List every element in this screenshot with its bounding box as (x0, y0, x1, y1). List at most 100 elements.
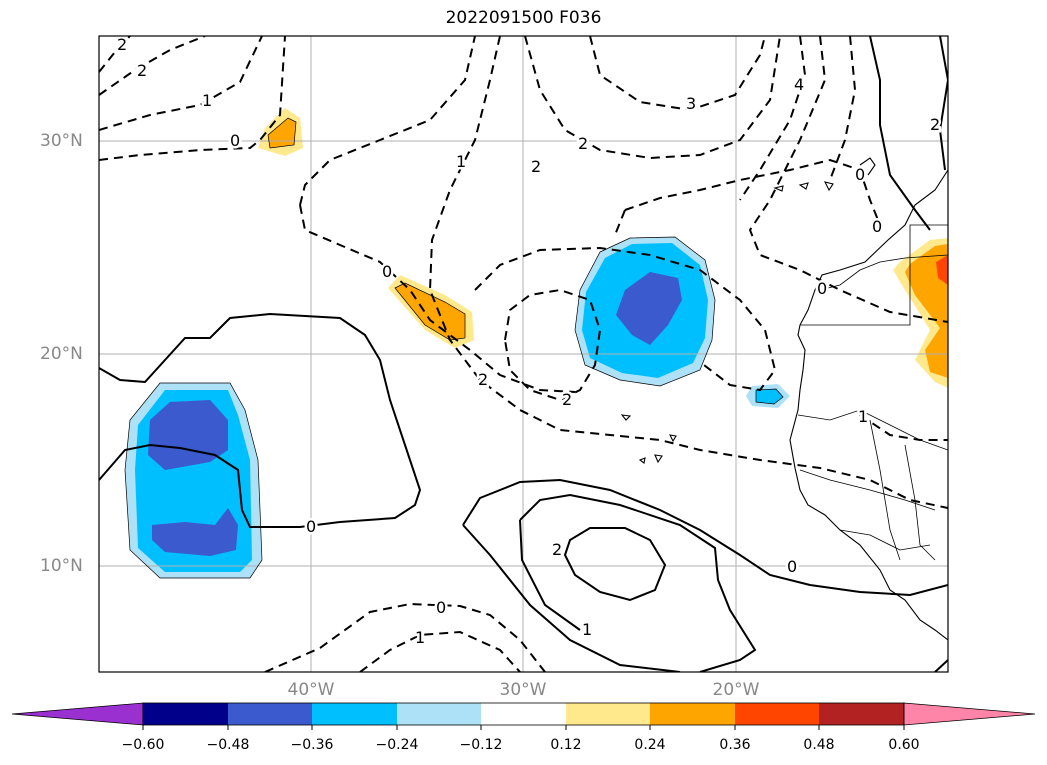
positive-anomaly-africa-strong (936, 255, 948, 285)
contour-dashed-0-east (624, 158, 881, 226)
colorbar-extend-low (11, 702, 144, 726)
anomaly-outlines (124, 117, 784, 579)
negative-anomaly-central-strong (616, 272, 682, 345)
country-border-1 (819, 254, 948, 291)
colorbar-tick-label: −0.12 (459, 737, 503, 753)
map-title: 2022091500 F036 (445, 8, 602, 28)
coastlines (620, 157, 948, 641)
contour-dashed-3 (589, 36, 766, 112)
contour-solid-1 (519, 493, 757, 672)
contour-label: 2 (531, 157, 541, 176)
contour-label: 2 (552, 540, 562, 559)
lon-label-40w: 40°W (287, 680, 335, 700)
contour-label: 1 (456, 152, 466, 171)
colorbar-bin-9 (819, 703, 904, 725)
iberia-coast (859, 157, 876, 176)
negative-anomaly-west-strong-upper (148, 400, 228, 470)
country-border-7 (839, 529, 931, 551)
country-border-3 (797, 409, 948, 451)
cape-verde-islands (620, 414, 677, 464)
colorbar-tick-label: 0.60 (888, 737, 920, 753)
contour-solid-2 (563, 527, 667, 602)
contour-dashed-1-south (359, 630, 521, 672)
colorbar-tick-label: 0.12 (550, 737, 582, 753)
contour-label: 1 (415, 628, 425, 647)
contour-label: 0 (787, 557, 797, 576)
contour-label: 0 (230, 131, 240, 150)
colorbar-extend-high (903, 702, 1036, 726)
contour-label: 2 (562, 390, 572, 409)
map-area: 2 2 1 0 1 2 2 3 4 0 0 2 2 0 0 2 0 0 0 1 … (99, 36, 948, 672)
lat-label-20n: 20°N (40, 344, 83, 364)
contour-solid-1-inner (519, 519, 581, 631)
contour-dashed-southeast (859, 414, 948, 441)
contour-labels: 2 2 1 0 1 2 2 3 4 0 0 2 2 0 0 2 0 0 0 1 … (115, 36, 943, 650)
colorbar-tick-label: −0.24 (375, 737, 419, 753)
contour-dashed-0-south (264, 602, 546, 672)
contour-label: 1 (582, 620, 592, 639)
country-border-4 (799, 469, 936, 511)
colorbar-tick-label: 0.48 (803, 737, 835, 753)
contour-label: 3 (686, 94, 696, 113)
colorbar-bin-1 (143, 703, 228, 725)
country-border-2 (800, 224, 948, 326)
contour-solid-northeast-2 (938, 36, 948, 171)
contour-label: 2 (137, 61, 147, 80)
contour-solid-west (99, 312, 422, 528)
contour-dashed-0-east-b (614, 209, 626, 236)
contour-label: 0 (436, 598, 446, 617)
contour-label: 0 (855, 165, 865, 184)
contour-solid-northeast (869, 36, 931, 231)
contour-dashed-0-midatlantic (299, 36, 476, 206)
country-border-6 (904, 444, 936, 561)
negative-anomaly-small-mid (756, 389, 783, 404)
contour-label: 1 (858, 407, 868, 426)
contour-label: 0 (817, 279, 827, 298)
negative-anomaly-west-strong-lower (152, 508, 238, 556)
country-border-5 (869, 419, 901, 561)
colorbar (11, 702, 1036, 730)
lat-label-10n: 10°N (40, 556, 83, 576)
colorbar-outline (142, 702, 905, 726)
canary-islands (773, 181, 834, 192)
lat-label-30n: 30°N (40, 131, 83, 151)
colorbar-tick-label: −0.60 (121, 737, 165, 753)
contour-dashed-0-north (99, 36, 286, 161)
contour-dashed-4 (739, 36, 807, 201)
solid-contours (99, 36, 948, 672)
shaded-anomalies (125, 108, 948, 578)
graticule (99, 36, 948, 672)
contour-label: 4 (794, 75, 804, 94)
contour-dashed-ne1 (748, 36, 948, 323)
contour-label: 2 (478, 370, 488, 389)
colorbar-tick-label: −0.48 (206, 737, 250, 753)
contour-dashed-2 (99, 36, 206, 96)
colorbar-tick-label: 0.24 (634, 737, 666, 753)
colorbar-bin-4 (397, 703, 481, 725)
contour-solid-southeast-tail (934, 659, 948, 672)
lon-label-20w: 20°W (712, 680, 760, 700)
colorbar-bin-2 (228, 703, 312, 725)
contour-solid-south-mid (462, 524, 681, 672)
contour-dashed-2-nw (99, 36, 131, 73)
contour-dashed-2-n (524, 36, 781, 160)
contour-solid-south-outer (462, 478, 948, 597)
contour-label: 0 (382, 262, 392, 281)
colorbar-bin-8 (735, 703, 819, 725)
positive-anomaly-africa-mid (905, 244, 948, 378)
contour-dashed-1 (99, 36, 263, 131)
contour-dashed-0b (299, 204, 576, 393)
african-coastline (789, 169, 948, 641)
colorbar-bin-5 (481, 703, 566, 725)
colorbar-bin-6 (566, 703, 650, 725)
contour-label: 0 (872, 217, 882, 236)
lon-label-30w: 30°W (499, 680, 547, 700)
colorbar-bin-7 (650, 703, 735, 725)
contour-label: 2 (578, 134, 588, 153)
contour-label: 0 (306, 517, 316, 536)
positive-anomaly-midatlantic-mid (395, 283, 465, 340)
contour-dashed-1-a (428, 36, 948, 509)
contour-label: 2 (930, 115, 940, 134)
contour-dashed-2-low (503, 288, 602, 402)
